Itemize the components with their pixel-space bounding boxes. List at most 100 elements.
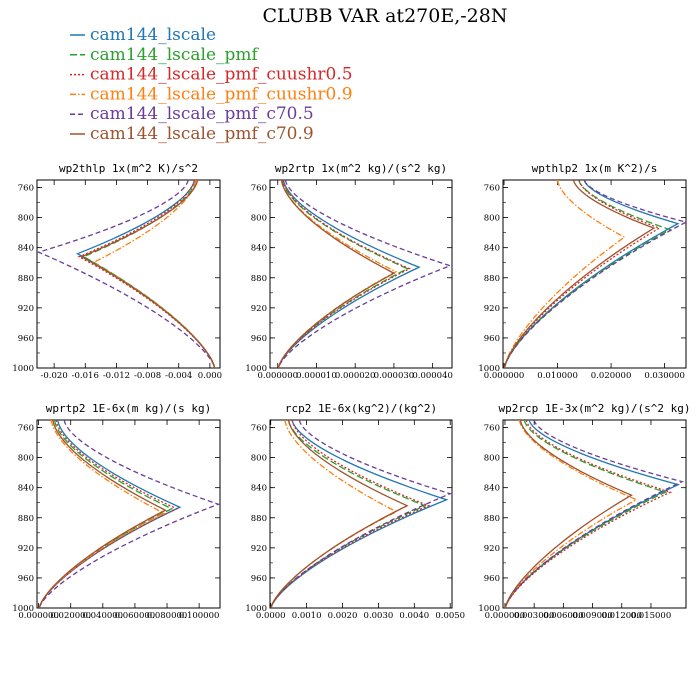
x-tick-label: 0.020000	[50, 611, 91, 621]
y-tick-label: 880	[251, 514, 267, 524]
y-tick-label: 760	[484, 424, 500, 434]
y-tick-label: 840	[18, 244, 34, 254]
series-line	[504, 420, 685, 608]
y-tick-label: 880	[18, 274, 34, 284]
series-line	[38, 420, 167, 608]
chart-panel: wprtp2 1E-6x(m kg)/(s kg) 760 800 840 880 920…	[12, 402, 221, 621]
legend: cam144_lscalecam144_lscale_pmfcam144_lsc…	[70, 25, 353, 144]
y-tick-label: 840	[251, 244, 267, 254]
y-tick-label: 960	[251, 334, 267, 344]
x-tick-label: 0.009000	[572, 611, 613, 621]
x-tick-label: 0.0010	[292, 611, 322, 621]
y-tick-label: 800	[484, 214, 500, 224]
y-tick-label: 1000	[478, 604, 500, 614]
y-tick-label: 840	[484, 244, 500, 254]
series-line	[270, 420, 449, 608]
y-tick-label: 840	[18, 484, 34, 494]
panel-title: wpthlp2 1x(m K^2)/s	[532, 162, 658, 175]
y-tick-label: 960	[484, 334, 500, 344]
x-tick-label: -0.008	[134, 371, 161, 381]
series-line	[504, 420, 681, 608]
series-line	[504, 420, 633, 608]
x-tick-label: 0.0000	[256, 611, 286, 621]
series-line	[91, 180, 216, 368]
legend-entry: cam144_lscale_pmf_c70.9	[70, 124, 314, 144]
x-tick-label: 0.040000	[83, 611, 124, 621]
legend-entry: cam144_lscale	[70, 25, 216, 45]
plot-frame	[502, 179, 687, 369]
series-line	[270, 420, 409, 608]
y-tick-label: 960	[18, 574, 34, 584]
x-tick-label: 0.0050	[435, 611, 465, 621]
y-tick-label: 800	[18, 454, 34, 464]
series-line	[503, 180, 672, 368]
series-line	[38, 420, 220, 608]
y-tick-label: 1000	[12, 364, 34, 374]
y-tick-label: 800	[251, 214, 267, 224]
legend-label: cam144_lscale_pmf_c70.5	[90, 104, 314, 124]
y-tick-label: 960	[18, 334, 34, 344]
chart-panel: rcp2 1E-6x(kg^2)/(kg^2) 760 800 840 880 920 96…	[245, 402, 465, 621]
plot-frame	[36, 179, 221, 369]
series-line	[503, 180, 656, 368]
series-line	[277, 180, 396, 368]
panel-title: wp2rcp 1E-3x(m^2 kg)/(s^2 kg)	[498, 402, 690, 415]
y-tick-label: 800	[18, 214, 34, 224]
y-tick-label: 880	[18, 514, 34, 524]
series-line	[75, 180, 216, 368]
x-tick-label: 0.003000	[514, 611, 555, 621]
x-tick-label: 0.000030	[374, 371, 415, 381]
x-tick-label: 0.0040	[399, 611, 429, 621]
y-tick-label: 760	[251, 424, 267, 434]
series-line	[503, 180, 661, 368]
series-line	[503, 180, 626, 368]
x-tick-label: 0.010000	[537, 371, 578, 381]
x-tick-label: 0.000010	[296, 371, 337, 381]
x-tick-label: 0.015000	[631, 611, 672, 621]
series-line	[82, 180, 216, 368]
y-tick-label: 760	[251, 184, 267, 194]
series-line	[270, 420, 398, 608]
y-tick-label: 920	[251, 544, 267, 554]
y-tick-label: 800	[251, 454, 267, 464]
plot-frame	[502, 419, 687, 609]
chart-panel: wpthlp2 1x(m K^2)/s 760 800 840 880 920 960 100…	[478, 162, 687, 381]
y-tick-label: 960	[484, 574, 500, 584]
panel-title: rcp2 1E-6x(kg^2)/(kg^2)	[285, 402, 437, 415]
panel-title: wp2thlp 1x(m^2 K)/s^2	[59, 162, 198, 175]
panels-grid: wp2thlp 1x(m^2 K)/s^2 760 800 840 880 920 960 1…	[12, 162, 690, 621]
x-tick-label: -0.012	[103, 371, 130, 381]
y-tick-label: 920	[18, 304, 34, 314]
y-tick-label: 920	[484, 304, 500, 314]
x-tick-label: 0.100000	[179, 611, 220, 621]
x-tick-label: 0.000000	[484, 371, 525, 381]
x-tick-label: 0.0020	[328, 611, 358, 621]
y-tick-label: 840	[484, 484, 500, 494]
panel-title: wp2rtp 1x(m^2 kg)/(s^2 kg)	[275, 162, 447, 175]
series-line	[270, 420, 452, 608]
figure-title: CLUBB VAR at270E,-28N	[263, 5, 508, 27]
y-tick-label: 1000	[245, 604, 267, 614]
chart-panel: wp2thlp 1x(m^2 K)/s^2 760 800 840 880 920 960 1…	[12, 162, 222, 381]
series-line	[79, 180, 216, 368]
x-tick-label: 0.0030	[364, 611, 394, 621]
series-line	[504, 420, 668, 608]
series-line	[77, 180, 216, 368]
y-tick-label: 1000	[12, 604, 34, 614]
legend-label: cam144_lscale_pmf_c70.9	[90, 124, 314, 144]
series-line	[504, 420, 673, 608]
y-tick-label: 920	[251, 304, 267, 314]
chart-panel: wp2rtp 1x(m^2 kg)/(s^2 kg) 760 800 840 880 92…	[245, 162, 453, 381]
plot-frame	[269, 419, 453, 609]
plot-frame	[269, 179, 453, 369]
legend-label: cam144_lscale_pmf	[90, 45, 260, 65]
x-tick-label: 0.000020	[335, 371, 376, 381]
legend-entry: cam144_lscale_pmf_c70.5	[70, 104, 314, 124]
x-tick-label: 0.000	[198, 371, 222, 381]
series-line	[277, 180, 452, 368]
x-tick-label: 0.000000	[18, 611, 59, 621]
x-tick-label: 0.080000	[147, 611, 188, 621]
y-tick-label: 760	[484, 184, 500, 194]
legend-entry: cam144_lscale_pmf_cuushr0.5	[70, 65, 353, 85]
